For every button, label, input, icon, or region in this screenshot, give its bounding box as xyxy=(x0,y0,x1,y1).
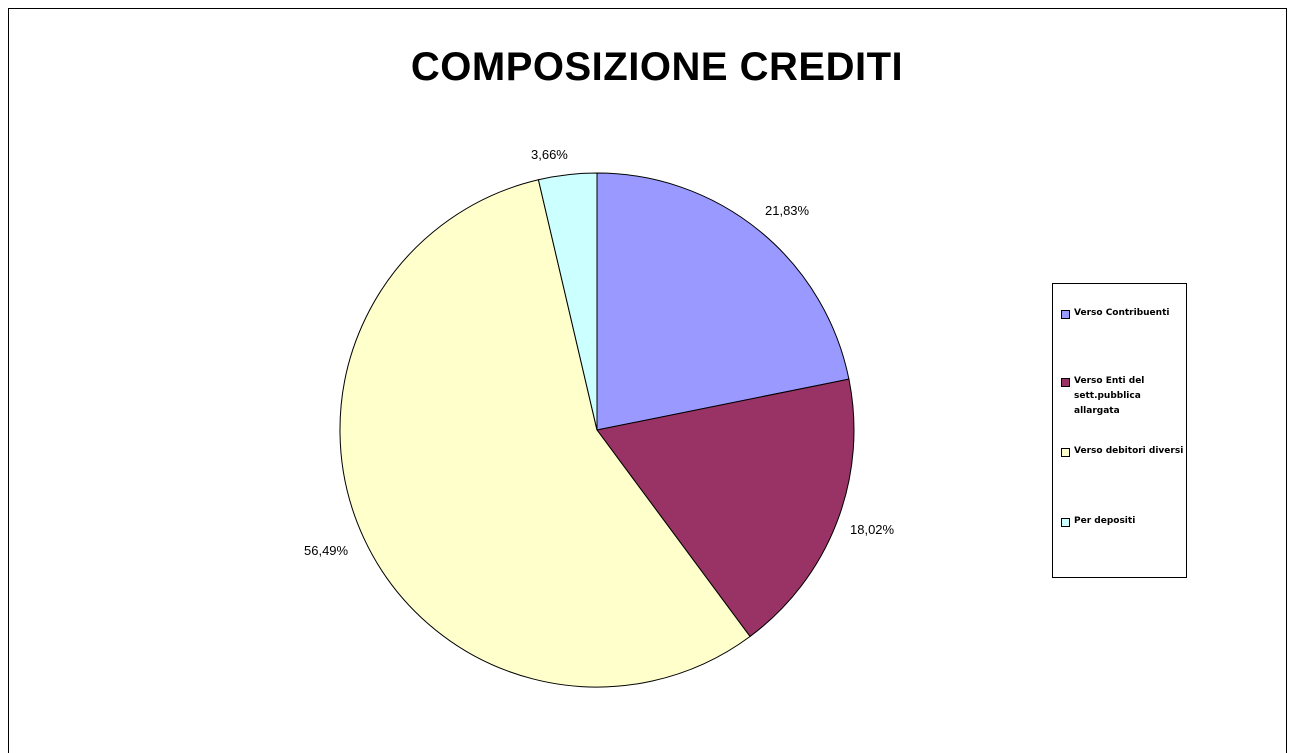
pie-slice-per-depositi xyxy=(537,172,598,431)
legend-item-per-depositi: Per depositi xyxy=(1061,514,1184,529)
legend-label: Per depositi xyxy=(1074,516,1136,526)
data-label-verso-debitori: 56,49% xyxy=(304,543,349,558)
legend-item-verso-enti: Verso Enti del sett.pubblica allargata xyxy=(1061,374,1184,419)
legend-swatch xyxy=(1061,378,1070,387)
pie-slice-verso-debitori xyxy=(339,179,751,688)
chart-frame xyxy=(8,8,1287,753)
data-label-verso-contribuenti: 21,83% xyxy=(765,203,810,218)
legend-item-verso-debitori: Verso debitori diversi xyxy=(1061,444,1184,459)
legend-swatch xyxy=(1061,310,1070,319)
legend-swatch xyxy=(1061,448,1070,457)
legend-item-verso-contribuenti: Verso Contribuenti xyxy=(1061,306,1184,321)
pie-slice-verso-enti xyxy=(596,378,855,638)
legend-label: Verso debitori diversi xyxy=(1074,446,1184,456)
data-label-per-depositi: 3,66% xyxy=(531,147,568,162)
legend-swatch xyxy=(1061,518,1070,527)
legend-label: Verso Enti del sett.pubblica allargata xyxy=(1074,376,1145,416)
chart-title: COMPOSIZIONE CREDITI xyxy=(410,45,904,89)
pie-slice-verso-contribuenti xyxy=(596,172,850,431)
legend: Verso Contribuenti Verso Enti del sett.p… xyxy=(1052,283,1187,578)
legend-label: Verso Contribuenti xyxy=(1074,308,1170,318)
data-label-verso-enti: 18,02% xyxy=(850,522,895,537)
